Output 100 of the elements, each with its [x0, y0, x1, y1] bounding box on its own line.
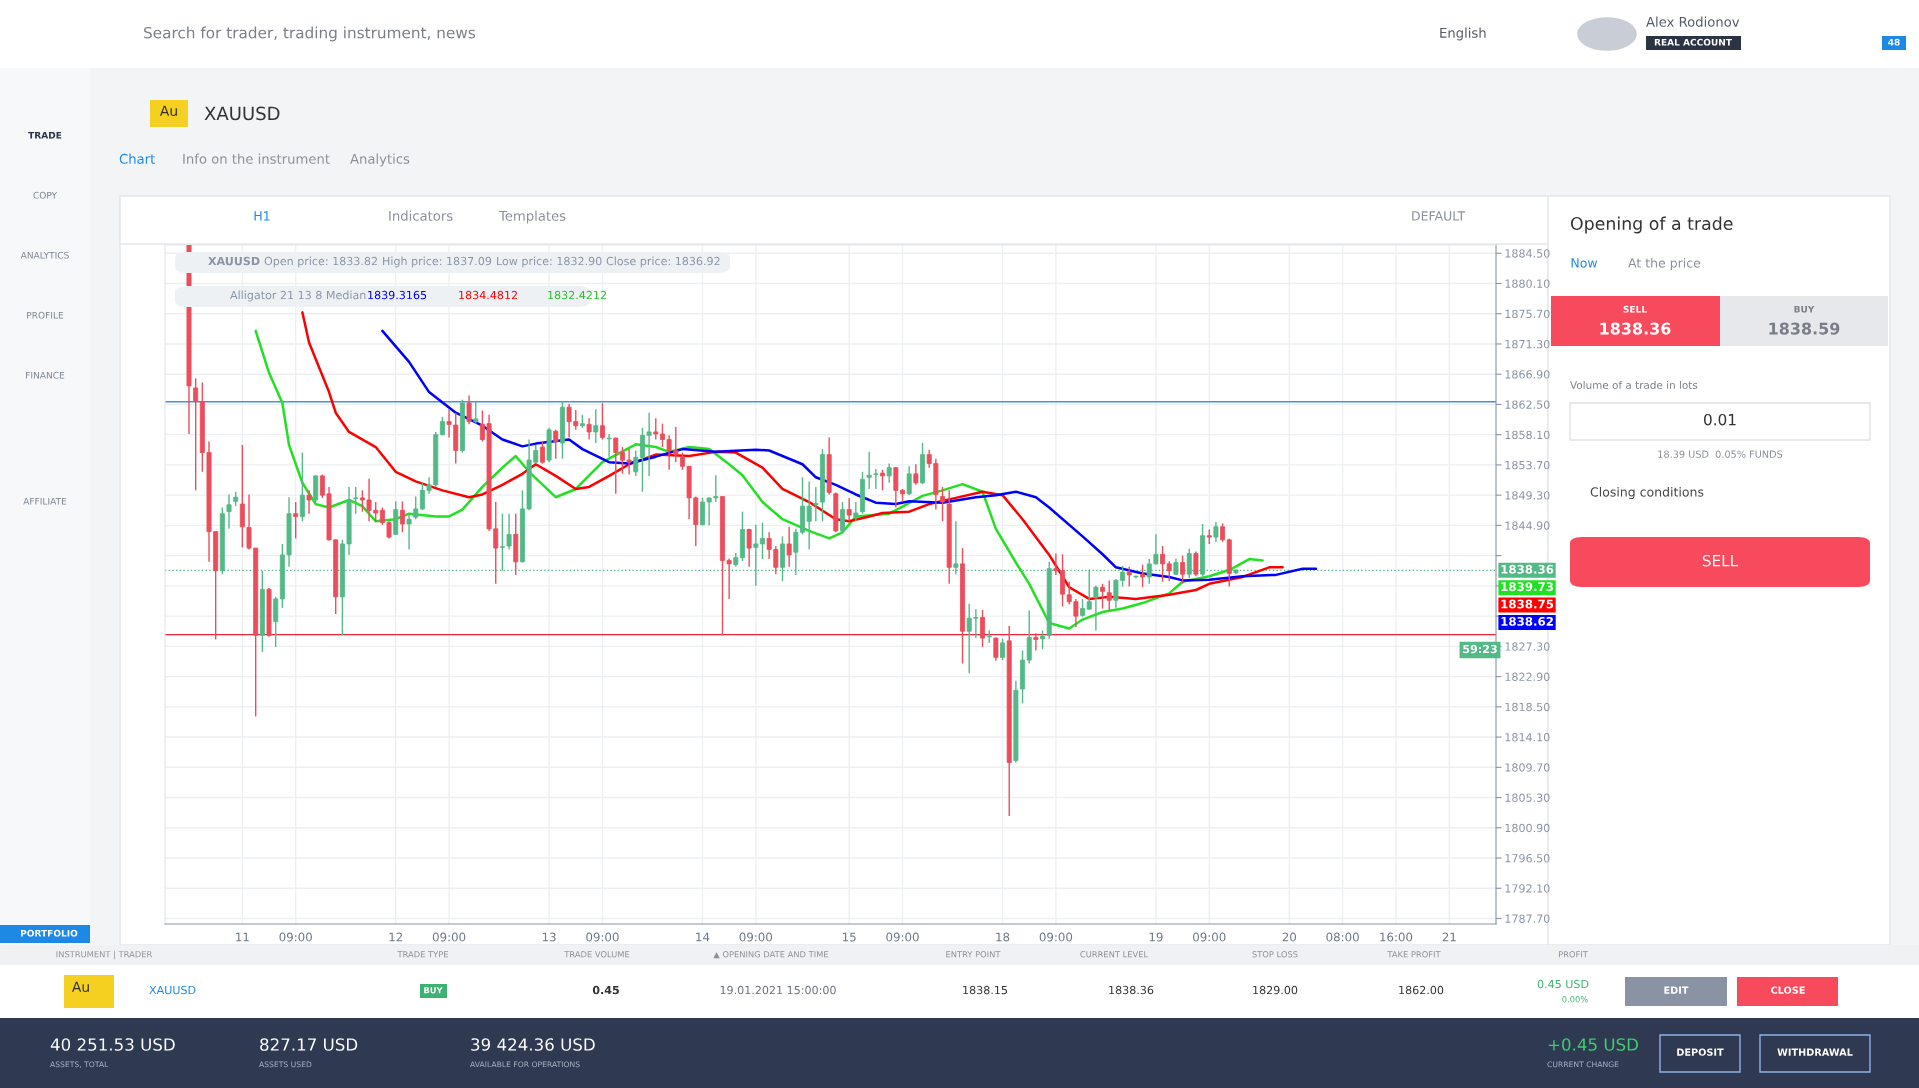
text: TRADE TYPE: [397, 951, 448, 958]
text: DEPOSIT: [1677, 1048, 1724, 1056]
x-tick-label: 09:00: [432, 932, 466, 942]
text: At the price: [1628, 257, 1701, 271]
x-tick-label: 12: [389, 932, 403, 942]
x-tick-label: 09:00: [586, 932, 619, 942]
text: Au: [159, 105, 177, 117]
text: XAUUSD: [149, 985, 196, 995]
annotation: Open price: 1833.82: [264, 256, 377, 268]
text: 1838.15: [963, 985, 1007, 995]
y-tick-label: 1880.10: [1505, 279, 1550, 288]
text: 0.45: [592, 985, 619, 995]
y-tick-label: 1800.90: [1505, 823, 1550, 833]
text: PROFILE: [27, 311, 64, 319]
text: 1838.75: [1501, 599, 1554, 609]
text: STOP LOSS: [1252, 951, 1298, 958]
text: ENTRY POINT: [946, 951, 1001, 958]
text: BUY: [1794, 305, 1815, 313]
text: English: [1440, 27, 1486, 41]
x-tick-label: 16:00: [1380, 932, 1413, 942]
y-tick-label: 1822.90: [1505, 672, 1550, 681]
y-tick-label: 1792.10: [1505, 884, 1550, 893]
y-tick-label: 1818.50: [1505, 702, 1550, 712]
annotation: Close price: 1836.92: [606, 256, 720, 268]
text: 0.01: [1704, 413, 1736, 426]
text: 1862.00: [1399, 985, 1444, 995]
annotation: Low price: 1832.90: [497, 256, 602, 268]
text: 39 424.36 USD: [471, 1038, 595, 1051]
annotation: 59:23: [1463, 644, 1497, 654]
text: 827.17 USD: [260, 1038, 358, 1051]
text: ANALYTICS: [20, 251, 69, 259]
annotation: 1834.4812: [459, 290, 517, 300]
text: SELL: [1623, 305, 1647, 313]
y-tick-label: 1796.50: [1505, 854, 1550, 863]
y-tick-label: 1858.10: [1505, 430, 1550, 440]
text: 48: [1888, 38, 1900, 46]
text: 1838.36: [1109, 985, 1154, 995]
text: +0.45 USD: [1548, 1038, 1638, 1051]
text: Opening of a trade: [1570, 216, 1733, 234]
text: 40 251.53 USD: [50, 1038, 175, 1051]
text: SELL: [1702, 554, 1739, 567]
x-tick-label: 18: [996, 932, 1010, 942]
y-tick-label: 1862.50: [1505, 400, 1550, 409]
text: 1838.62: [1501, 616, 1553, 626]
text: Info on the instrument: [183, 153, 330, 164]
x-tick-label: 15: [842, 932, 856, 942]
text: Au: [71, 981, 89, 993]
text: TRADE: [28, 131, 62, 139]
text: COPY: [33, 191, 58, 199]
text: WITHDRAWAL: [1777, 1048, 1853, 1056]
text: Now: [1571, 258, 1598, 268]
y-tick-label: 1853.70: [1505, 460, 1550, 470]
text: 1838.59: [1769, 322, 1840, 335]
annotation: XAUUSD: [208, 256, 260, 266]
text: Closing conditions: [1590, 486, 1704, 500]
text: 1838.36: [1600, 322, 1671, 335]
x-tick-label: 19: [1149, 932, 1163, 942]
y-tick-label: 1844.90: [1505, 521, 1550, 530]
text: Search for trader, trading instrument, news: [144, 26, 476, 42]
text: 0.45 USD: [1537, 979, 1589, 989]
y-tick-label: 1875.70: [1505, 309, 1550, 319]
text: FINANCE: [26, 371, 65, 379]
x-tick-label: 21: [1442, 932, 1456, 942]
text: Analytics: [350, 153, 410, 167]
text: 0.00%: [1562, 996, 1588, 1003]
text: 18.39 USD 0.05% FUNDS: [1658, 450, 1783, 458]
text: EDIT: [1664, 986, 1689, 994]
annotation: Alligator 21 13 8 Median: [230, 290, 366, 302]
x-tick-label: 09:00: [1039, 932, 1073, 942]
text: REAL ACCOUNT: [1654, 38, 1732, 46]
text: PORTFOLIO: [21, 929, 78, 937]
y-tick-label: 1805.30: [1505, 793, 1550, 802]
text: Alex Rodionov: [1646, 16, 1740, 27]
x-tick-label: 11: [236, 932, 249, 942]
y-tick-label: 1849.30: [1505, 491, 1550, 500]
annotation: 1832.4212: [548, 290, 606, 300]
y-tick-label: 1809.70: [1505, 763, 1550, 772]
x-tick-label: 09:00: [739, 932, 773, 942]
annotation: High price: 1837.09: [383, 256, 492, 268]
text: AFFILIATE: [23, 497, 67, 505]
text: DEFAULT: [1412, 211, 1466, 221]
text: XAUUSD: [204, 106, 280, 121]
text: 1839.73: [1501, 582, 1553, 592]
text: Templates: [498, 210, 566, 224]
y-tick-label: 1866.90: [1505, 370, 1550, 379]
text: PROFIT: [1558, 951, 1588, 958]
text: 19.01.2021 15:00:00: [720, 985, 836, 995]
y-tick-label: 1884.50: [1505, 249, 1550, 258]
x-tick-label: 20: [1282, 932, 1297, 942]
annotation: 1839.3165: [368, 290, 427, 300]
y-tick-label: 1814.10: [1505, 733, 1550, 742]
text: Indicators: [389, 210, 453, 221]
x-tick-label: 08:00: [1326, 932, 1359, 942]
text: Volume of a trade in lots: [1570, 380, 1698, 390]
text: 1829.00: [1253, 985, 1298, 995]
x-tick-label: 09:00: [886, 932, 919, 942]
y-tick-label: 1827.30: [1505, 642, 1550, 651]
y-tick-label: 1787.70: [1505, 914, 1550, 923]
text: TRADE VOLUME: [564, 951, 630, 958]
x-tick-label: 13: [542, 932, 556, 942]
